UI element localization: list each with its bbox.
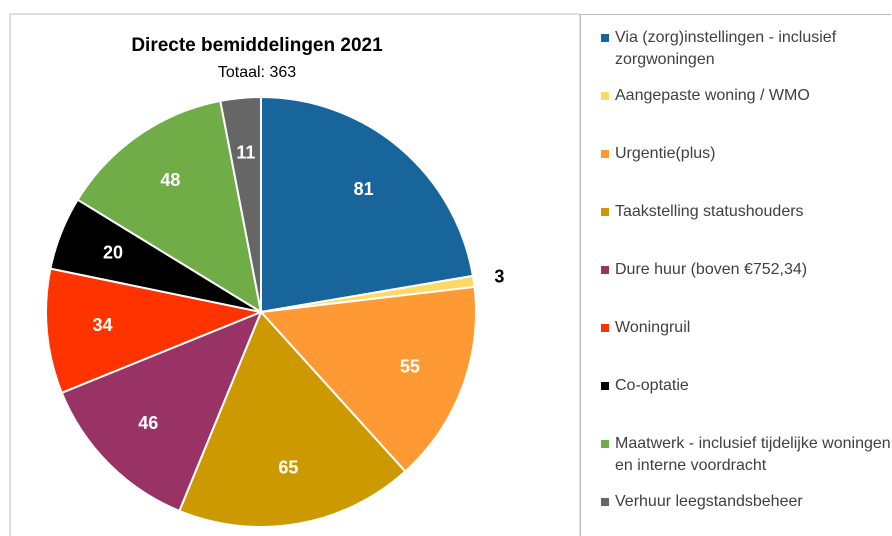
legend-swatch	[601, 498, 609, 506]
data-label: 65	[278, 457, 298, 477]
legend-swatch	[601, 440, 609, 448]
legend-label: Maatwerk - inclusief tijdelijke woningen…	[615, 435, 891, 474]
chart: Directe bemiddelingen 2021 Totaal: 363 8…	[9, 13, 580, 536]
data-label: 81	[354, 179, 374, 199]
legend-label: Aangepaste woning / WMO	[615, 87, 810, 104]
legend-item: Taakstelling statushouders	[601, 201, 891, 223]
legend-label: Dure huur (boven €752,34)	[615, 261, 808, 278]
legend-swatch	[601, 382, 609, 390]
pie-slice	[45, 267, 265, 395]
data-label: 34	[93, 315, 113, 335]
pie-slice	[76, 99, 263, 315]
data-label: 48	[160, 170, 180, 190]
legend-swatch	[601, 34, 609, 42]
legend-item: Woningruil	[601, 317, 891, 339]
legend-label: Woningruil	[615, 319, 691, 336]
pie-slice	[258, 285, 477, 473]
data-label: 20	[103, 242, 123, 262]
legend-item: Dure huur (boven €752,34)	[601, 259, 891, 281]
pie-slice	[219, 95, 262, 313]
legend-item: Verhuur leegstandsbeheer	[601, 491, 891, 513]
chart-title: Directe bemiddelingen 2021	[131, 35, 383, 56]
legend-label: Taakstelling statushouders	[615, 203, 804, 220]
data-label: 46	[138, 413, 158, 433]
pie-slice	[178, 310, 407, 528]
legend-label: Via (zorg)instellingen - inclusief zorgw…	[615, 29, 837, 68]
data-label: 3	[494, 266, 504, 286]
legend-swatch	[601, 266, 609, 274]
legend-item: Urgentie(plus)	[601, 143, 891, 165]
legend-swatch	[601, 208, 609, 216]
legend-item: Via (zorg)instellingen - inclusief zorgw…	[601, 27, 891, 71]
legend-label: Co-optatie	[615, 377, 689, 394]
pie-slice	[260, 95, 475, 314]
legend-swatch	[601, 150, 609, 158]
data-label: 11	[236, 142, 255, 162]
data-label: 55	[400, 357, 420, 377]
legend-item: Aangepaste woning / WMO	[601, 85, 891, 107]
legend-item: Co-optatie	[601, 375, 891, 397]
chart-subtitle: Totaal: 363	[218, 64, 296, 81]
legend-item: Maatwerk - inclusief tijdelijke woningen…	[601, 433, 891, 477]
legend-label: Verhuur leegstandsbeheer	[615, 493, 803, 510]
legend: Via (zorg)instellingen - inclusief zorgw…	[580, 14, 891, 536]
legend-label: Urgentie(plus)	[615, 145, 716, 162]
legend-swatch	[601, 92, 609, 100]
pie-slice	[60, 310, 263, 513]
legend-swatch	[601, 324, 609, 332]
